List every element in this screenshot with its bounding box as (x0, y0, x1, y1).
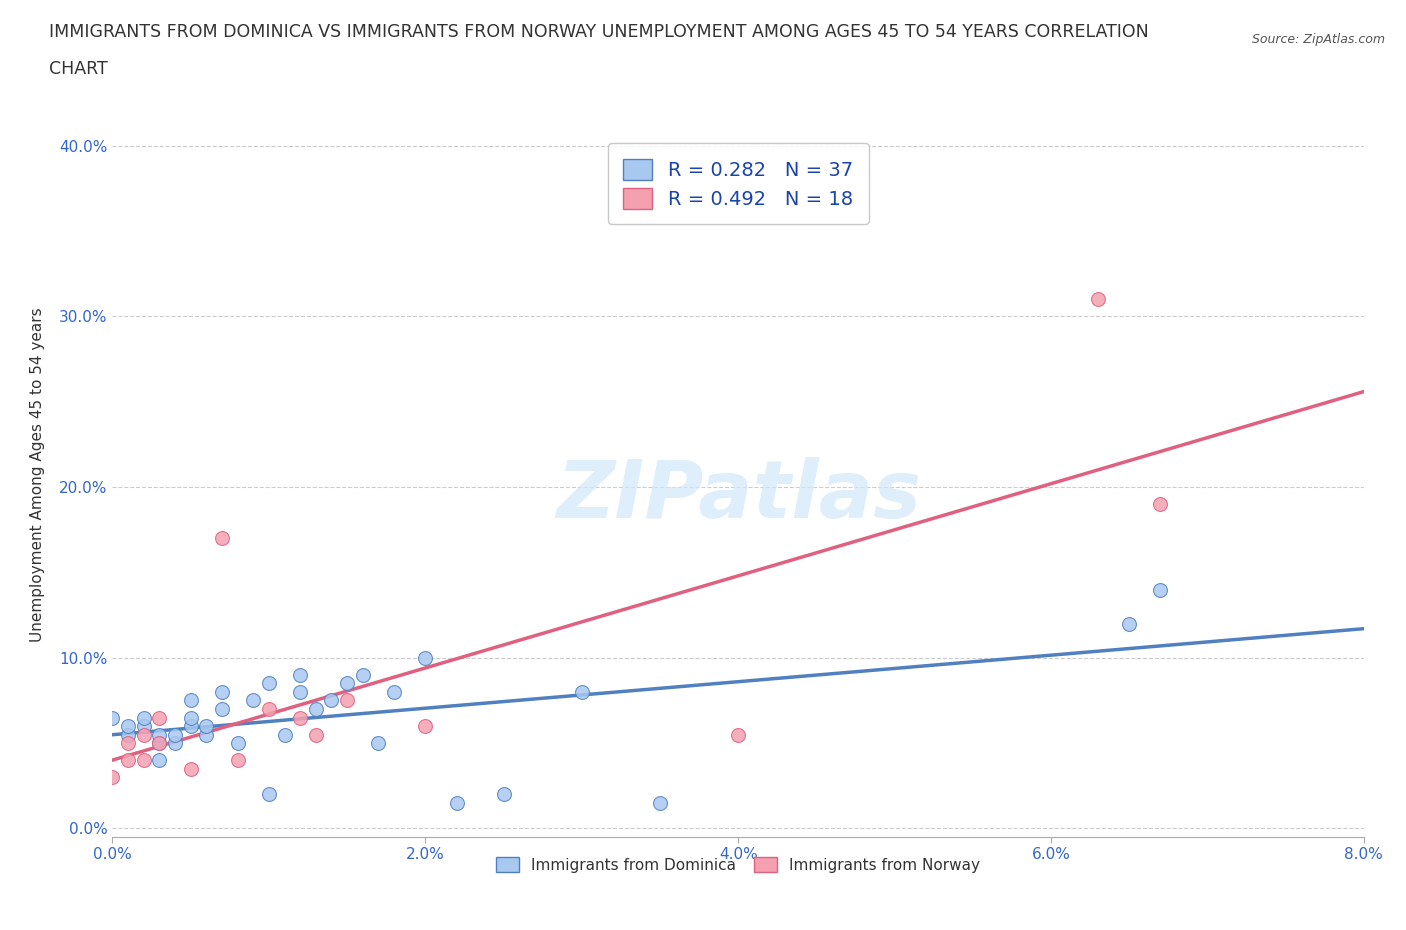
Point (195, 727, 218, 742)
Point (117, 736, 139, 751)
Point (305, 727, 328, 742)
Point (1149, 497, 1171, 512)
Point (132, 719, 155, 734)
Point (226, 752, 249, 767)
Point (180, 719, 202, 734)
Point (648, 795, 671, 810)
Point (211, 684, 233, 699)
Text: IMMIGRANTS FROM DOMINICA VS IMMIGRANTS FROM NORWAY UNEMPLOYMENT AMONG AGES 45 TO: IMMIGRANTS FROM DOMINICA VS IMMIGRANTS F… (49, 23, 1149, 41)
Point (148, 711, 170, 725)
Point (148, 727, 170, 742)
Point (290, 711, 312, 725)
Point (163, 727, 186, 742)
Point (290, 684, 312, 699)
Point (382, 684, 405, 699)
Point (148, 736, 170, 751)
Point (211, 701, 233, 716)
Point (257, 701, 280, 716)
Point (1087, 292, 1109, 307)
Point (163, 736, 186, 751)
Point (492, 787, 515, 802)
Point (336, 693, 359, 708)
Point (195, 719, 218, 734)
Y-axis label: Unemployment Among Ages 45 to 54 years: Unemployment Among Ages 45 to 54 years (31, 307, 45, 642)
Point (211, 531, 233, 546)
Point (101, 711, 124, 725)
Point (226, 736, 249, 751)
Point (117, 719, 139, 734)
Point (727, 727, 749, 742)
Point (132, 752, 155, 767)
Text: CHART: CHART (49, 60, 108, 78)
Point (132, 711, 155, 725)
Point (117, 727, 139, 742)
Point (101, 770, 124, 785)
Point (257, 787, 280, 802)
Point (180, 693, 202, 708)
Point (413, 650, 436, 665)
Point (273, 727, 295, 742)
Point (321, 693, 343, 708)
Text: Source: ZipAtlas.com: Source: ZipAtlas.com (1251, 33, 1385, 46)
Legend: Immigrants from Dominica, Immigrants from Norway: Immigrants from Dominica, Immigrants fro… (488, 849, 988, 880)
Point (413, 719, 436, 734)
Point (132, 727, 155, 742)
Point (148, 752, 170, 767)
Text: ZIPatlas: ZIPatlas (555, 457, 921, 535)
Point (180, 711, 202, 725)
Point (446, 795, 468, 810)
Point (180, 762, 202, 777)
Point (242, 693, 264, 708)
Point (1149, 582, 1171, 597)
Point (367, 736, 389, 751)
Point (257, 676, 280, 691)
Point (305, 701, 328, 716)
Point (290, 668, 312, 683)
Point (1118, 617, 1140, 631)
Point (148, 736, 170, 751)
Point (571, 684, 593, 699)
Point (117, 752, 139, 767)
Point (336, 676, 359, 691)
Point (352, 668, 374, 683)
